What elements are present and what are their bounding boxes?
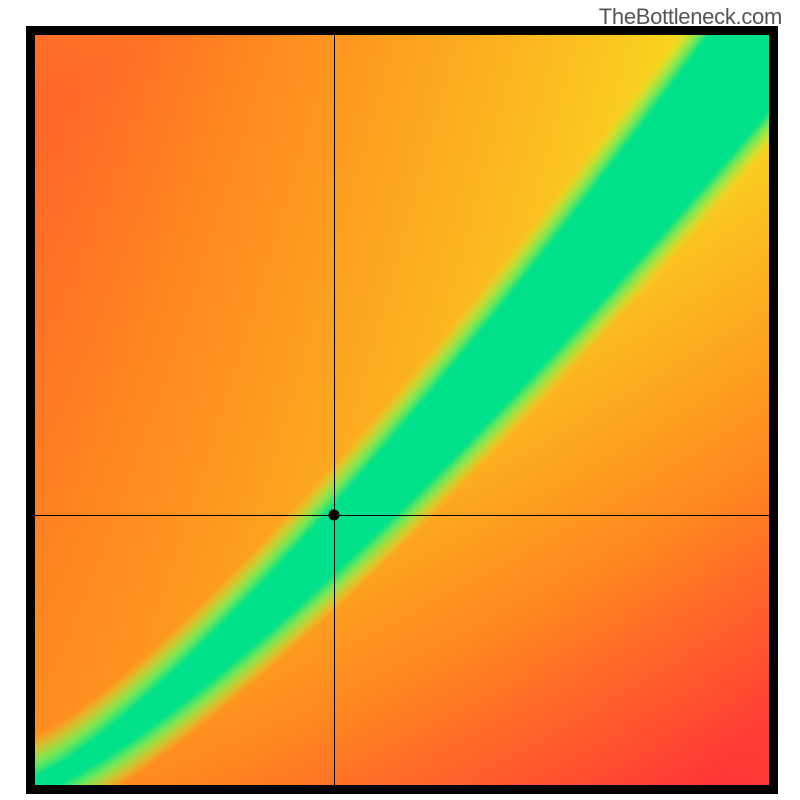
crosshair-marker <box>329 510 340 521</box>
crosshair-horizontal <box>35 515 769 516</box>
crosshair-vertical <box>334 35 335 785</box>
watermark-text: TheBottleneck.com <box>599 4 782 30</box>
heatmap-canvas <box>35 35 769 785</box>
plot-frame-bottom <box>26 785 778 794</box>
plot-frame-right <box>769 26 778 794</box>
plot-frame-left <box>26 26 35 794</box>
